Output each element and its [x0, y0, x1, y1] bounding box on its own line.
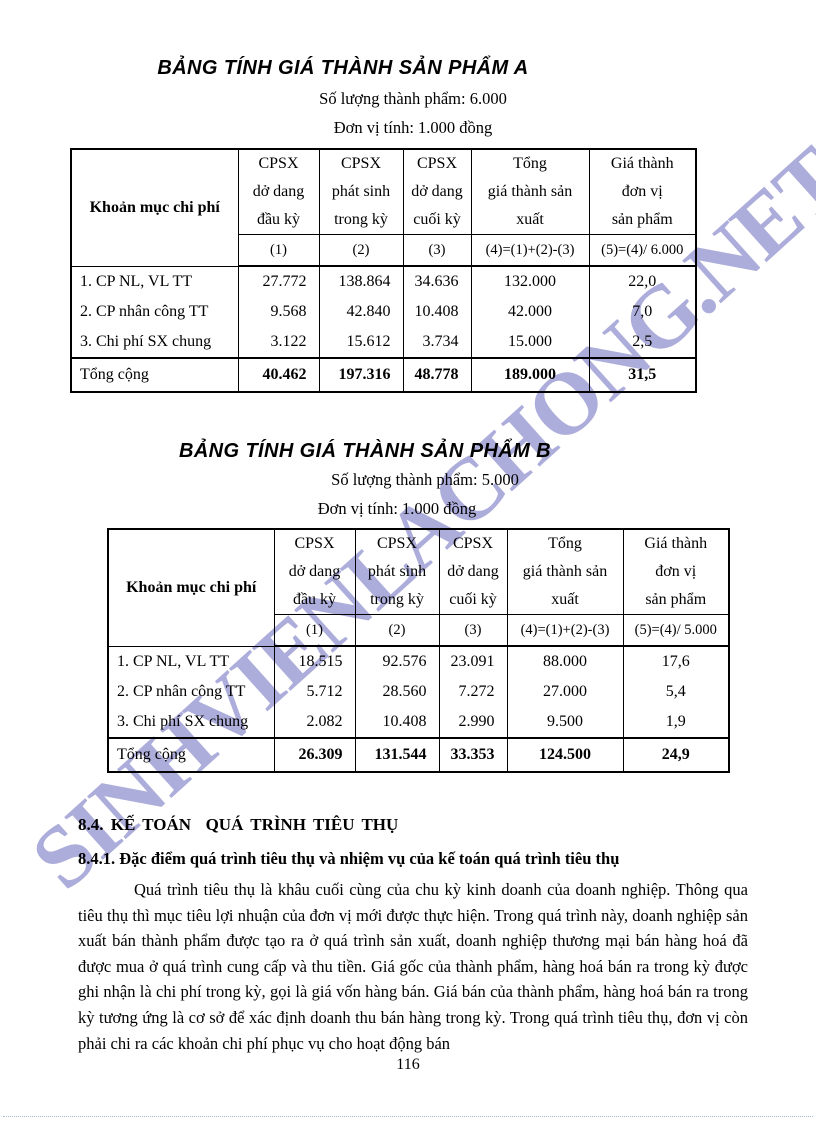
row-label: 2. CP nhân công TT — [107, 677, 275, 707]
cell-value: 5,4 — [622, 677, 730, 707]
table-header-row: Khoản mục chi phí CPSX dở dang đầu kỳ CP… — [107, 529, 730, 647]
product-b-cost-table: Khoản mục chi phí CPSX dở dang đầu kỳ CP… — [107, 528, 730, 773]
total-value: 24,9 — [622, 737, 730, 772]
cell-value: 3.122 — [237, 327, 320, 358]
header-cpsx-ending: CPSX dở dang cuối kỳ — [438, 529, 508, 615]
cell-value: 42.840 — [318, 297, 404, 327]
subheader-5: (5)=(4)/ 5.000 — [622, 614, 730, 647]
bottom-dotted-rule — [3, 1116, 813, 1117]
table-a-unit-line: Đơn vị tính: 1.000 đồng — [333, 118, 493, 137]
row-label: 1. CP NL, VL TT — [70, 266, 239, 297]
cell-value: 23.091 — [438, 646, 508, 677]
table-subheader-row: (1) (2) (3) (4)=(1)+(2)-(3) (5)=(4)/ 6.0… — [71, 234, 697, 267]
cell-value: 7,0 — [588, 297, 697, 327]
subheader-2: (2) — [354, 614, 440, 647]
cell-value: 7.272 — [438, 677, 508, 707]
subheader-1: (1) — [237, 234, 320, 267]
cell-value: 15.000 — [470, 327, 590, 358]
cell-value: 5.712 — [273, 677, 356, 707]
total-value: 40.462 — [237, 357, 320, 392]
section-subheading-8-4-1: 8.4.1. Đặc điểm quá trình tiêu thụ và nh… — [78, 849, 620, 868]
table-row: 2. CP nhân công TT 9.568 42.840 10.408 4… — [70, 297, 697, 327]
row-label: 1. CP NL, VL TT — [107, 646, 275, 677]
total-label: Tổng cộng — [70, 357, 239, 392]
cell-value: 17,6 — [622, 646, 730, 677]
cell-value: 42.000 — [470, 297, 590, 327]
table-subheader-row: (1) (2) (3) (4)=(1)+(2)-(3) (5)=(4)/ 5.0… — [108, 614, 730, 647]
cell-value: 9.568 — [237, 297, 320, 327]
table-total-row: Tổng cộng 40.462 197.316 48.778 189.000 … — [70, 357, 697, 392]
total-value: 124.500 — [506, 737, 624, 772]
cell-value: 10.408 — [402, 297, 472, 327]
header-total-cost: Tổng giá thành sản xuất — [470, 149, 590, 235]
cell-value: 132.000 — [470, 266, 590, 297]
subheader-5: (5)=(4)/ 6.000 — [588, 234, 697, 267]
total-value: 31,5 — [588, 357, 697, 392]
header-total-cost: Tổng giá thành sản xuất — [506, 529, 624, 615]
table-row: 3. Chi phí SX chung 2.082 10.408 2.990 9… — [107, 707, 730, 738]
header-cpsx-beginning: CPSX dở dang đầu kỳ — [237, 149, 320, 235]
cell-value: 138.864 — [318, 266, 404, 297]
cell-value: 27.772 — [237, 266, 320, 297]
table-header-row: Khoản mục chi phí CPSX dở dang đầu kỳ CP… — [70, 149, 697, 267]
row-label: 3. Chi phí SX chung — [107, 707, 275, 738]
table-row: 3. Chi phí SX chung 3.122 15.612 3.734 1… — [70, 327, 697, 358]
subheader-4: (4)=(1)+(2)-(3) — [470, 234, 590, 267]
header-expense-items: Khoản mục chi phí — [70, 149, 239, 267]
subheader-4: (4)=(1)+(2)-(3) — [506, 614, 624, 647]
row-label: 2. CP nhân công TT — [70, 297, 239, 327]
table-row: 1. CP NL, VL TT 27.772 138.864 34.636 13… — [70, 266, 697, 297]
page-number: 116 — [396, 1056, 420, 1073]
subheader-2: (2) — [318, 234, 404, 267]
cell-value: 28.560 — [354, 677, 440, 707]
total-value: 48.778 — [402, 357, 472, 392]
table-b-title: BẢNG TÍNH GIÁ THÀNH SẢN PHẨM B — [179, 440, 551, 462]
table-row: 2. CP nhân công TT 5.712 28.560 7.272 27… — [107, 677, 730, 707]
cell-value: 22,0 — [588, 266, 697, 297]
header-unit-cost: Giá thành đơn vị sản phẩm — [622, 529, 730, 615]
cell-value: 2.990 — [438, 707, 508, 738]
cell-value: 18.515 — [273, 646, 356, 677]
total-label: Tổng cộng — [107, 737, 275, 772]
subheader-3: (3) — [438, 614, 508, 647]
table-total-row: Tổng cộng 26.309 131.544 33.353 124.500 … — [107, 737, 730, 772]
section-heading-8-4: 8.4. KẾ TOÁN QUÁ TRÌNH TIÊU THỤ — [78, 815, 399, 834]
table-a-quantity-line: Số lượng thành phẩm: 6.000 — [319, 89, 507, 108]
cell-value: 15.612 — [318, 327, 404, 358]
total-value: 131.544 — [354, 737, 440, 772]
table-b-quantity-line: Số lượng thành phẩm: 5.000 — [331, 470, 519, 489]
row-label: 3. Chi phí SX chung — [70, 327, 239, 358]
cell-value: 2,5 — [588, 327, 697, 358]
total-value: 33.353 — [438, 737, 508, 772]
cell-value: 9.500 — [506, 707, 624, 738]
cell-value: 27.000 — [506, 677, 624, 707]
cell-value: 10.408 — [354, 707, 440, 738]
subheader-1: (1) — [273, 614, 356, 647]
body-paragraph: Quá trình tiêu thụ là khâu cuối cùng của… — [78, 880, 748, 1053]
total-value: 197.316 — [318, 357, 404, 392]
cell-value: 92.576 — [354, 646, 440, 677]
cell-value: 34.636 — [402, 266, 472, 297]
table-row: 1. CP NL, VL TT 18.515 92.576 23.091 88.… — [107, 646, 730, 677]
table-a-title: BẢNG TÍNH GIÁ THÀNH SẢN PHẨM A — [157, 57, 529, 79]
product-a-cost-table: Khoản mục chi phí CPSX dở dang đầu kỳ CP… — [70, 148, 697, 393]
header-cpsx-ending: CPSX dở dang cuối kỳ — [402, 149, 472, 235]
header-expense-items: Khoản mục chi phí — [107, 529, 275, 647]
table-b-unit-line: Đơn vị tính: 1.000 đồng — [317, 499, 477, 518]
subheader-3: (3) — [402, 234, 472, 267]
cell-value: 2.082 — [273, 707, 356, 738]
cell-value: 88.000 — [506, 646, 624, 677]
header-cpsx-incurred: CPSX phát sinh trong kỳ — [318, 149, 404, 235]
total-value: 189.000 — [470, 357, 590, 392]
header-cpsx-beginning: CPSX dở dang đầu kỳ — [273, 529, 356, 615]
total-value: 26.309 — [273, 737, 356, 772]
cell-value: 3.734 — [402, 327, 472, 358]
header-unit-cost: Giá thành đơn vị sản phẩm — [588, 149, 697, 235]
header-cpsx-incurred: CPSX phát sinh trong kỳ — [354, 529, 440, 615]
cell-value: 1,9 — [622, 707, 730, 738]
